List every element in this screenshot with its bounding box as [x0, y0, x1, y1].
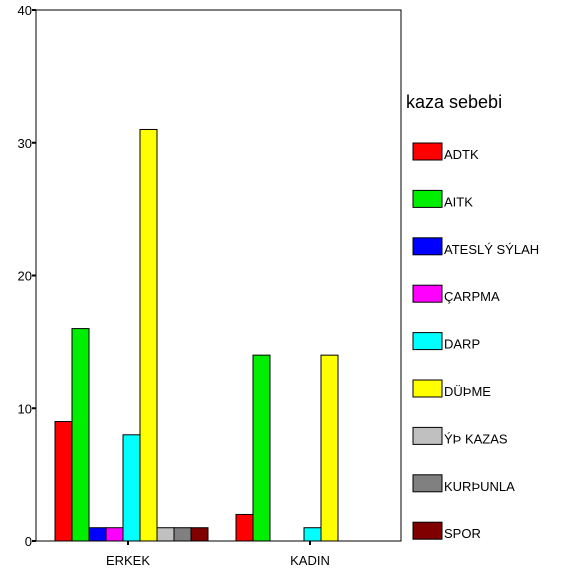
bar	[88, 527, 107, 542]
bar	[173, 527, 192, 542]
bar	[156, 527, 175, 542]
x-tick-label: KADIN	[290, 553, 330, 568]
legend-label: KURÞUNLA	[444, 479, 515, 494]
y-tick-label: 10	[18, 401, 32, 416]
legend-label: ÝÞ KAZAS	[444, 431, 508, 446]
legend-swatch	[412, 521, 443, 540]
legend-label: ÇARPMA	[444, 289, 500, 304]
legend-swatch	[412, 284, 443, 303]
bar	[54, 421, 73, 542]
plot-frame	[35, 9, 402, 542]
bar	[122, 434, 141, 542]
legend-swatch	[412, 332, 443, 351]
bar	[71, 328, 90, 542]
legend-label: SPOR	[444, 526, 481, 541]
legend-swatch	[412, 379, 443, 398]
bar	[190, 527, 209, 542]
bar	[105, 527, 124, 542]
y-tick-label: 30	[18, 136, 32, 151]
legend-swatch	[412, 474, 443, 493]
legend-title: kaza sebebi	[406, 92, 502, 112]
legend-label: DARP	[444, 337, 480, 352]
bars-group	[54, 128, 339, 542]
y-tick-label: 40	[18, 3, 32, 18]
bar	[303, 527, 322, 542]
axes-group: 0 10 20 30 40 ERKEK KADIN	[18, 3, 330, 568]
x-tick-label: ERKEK	[106, 553, 150, 568]
legend: kaza sebebi ADTK AITK ATESLÝ SÝLAH ÇARPMA DA…	[406, 92, 539, 541]
legend-swatch	[412, 142, 443, 161]
legend-label: ATESLÝ SÝLAH	[444, 242, 539, 257]
y-tick-label: 20	[18, 269, 32, 284]
y-tick-label: 0	[25, 534, 32, 549]
bar	[252, 354, 271, 542]
bar	[139, 128, 158, 542]
legend-label: ADTK	[444, 147, 479, 162]
plot-area-border	[35, 9, 402, 542]
legend-label: DÜÞME	[444, 384, 491, 399]
legend-swatch	[412, 426, 443, 445]
bar	[235, 513, 254, 542]
legend-swatch	[412, 237, 443, 256]
legend-swatch	[412, 189, 443, 208]
legend-label: AITK	[444, 194, 473, 209]
bar	[320, 354, 339, 542]
